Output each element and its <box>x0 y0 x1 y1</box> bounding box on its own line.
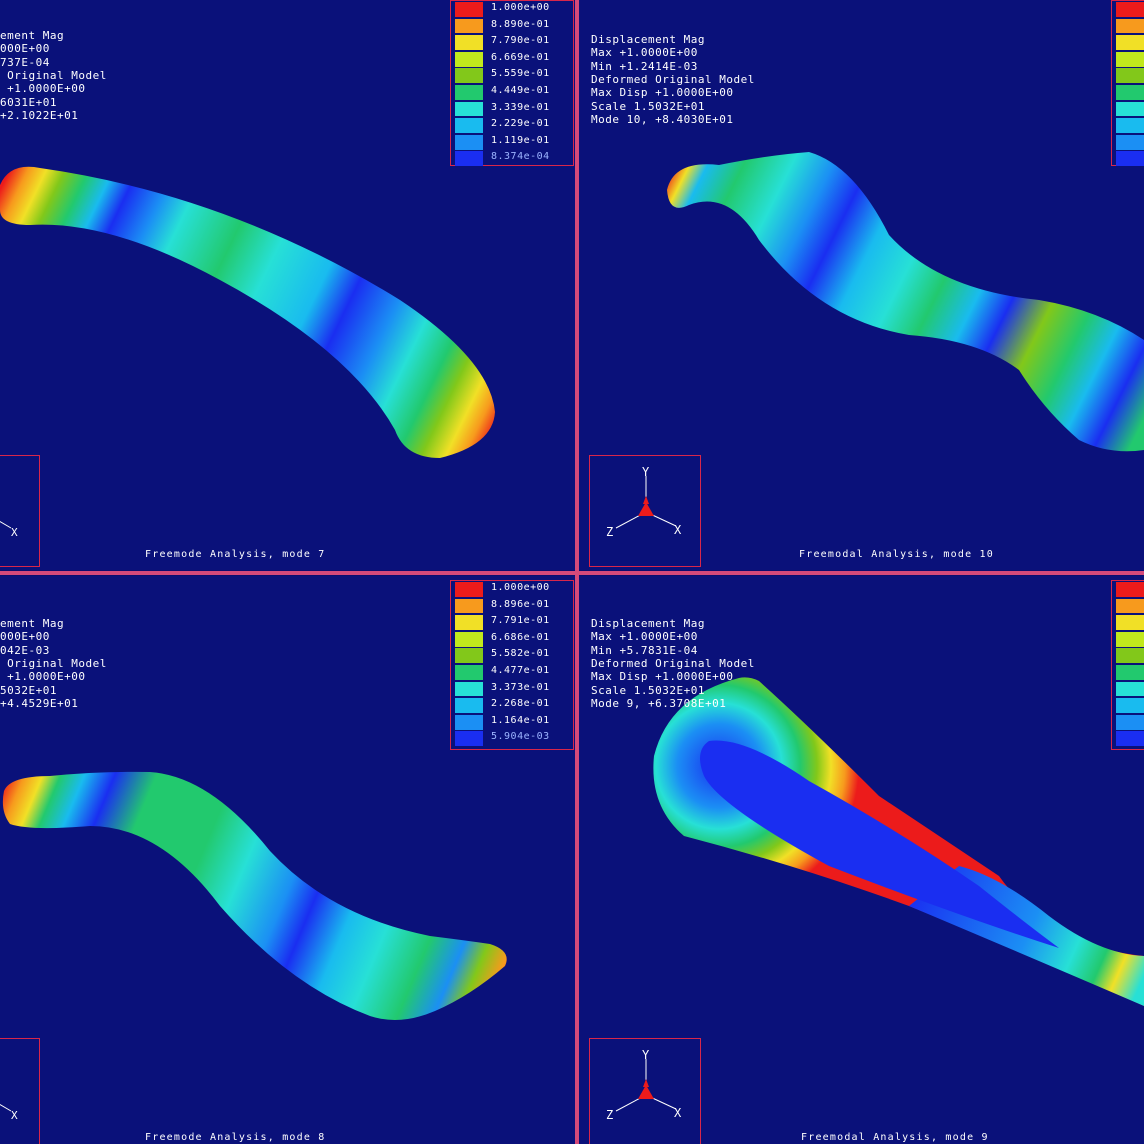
legend-row: 5.559e-01 <box>451 67 573 84</box>
svg-text:X: X <box>11 1109 18 1122</box>
info-text: Displacement Mag Max +1.0000E+00 Min +1.24… <box>591 32 755 127</box>
info-text: ement Mag 000E+00 042E-03 Original Model +… <box>0 616 107 711</box>
axis-triad: Y Z X <box>589 455 701 567</box>
svg-text:Z: Z <box>606 1108 613 1122</box>
axis-triad: X <box>0 455 40 567</box>
viewport-mode-7[interactable]: ement Mag 000E+00 737E-04 Original Model +… <box>0 0 575 570</box>
legend-row: 1.000e+00 <box>451 581 573 598</box>
legend-row: 5.582e-01 <box>451 647 573 664</box>
deformed-blade-mode-7 <box>0 166 495 459</box>
info-text: Displacement Mag Max +1.0000E+00 Min +5.78… <box>591 616 755 711</box>
analysis-caption: Freemodal Analysis, mode 9 <box>801 1132 989 1143</box>
analysis-caption: Freemode Analysis, mode 7 <box>145 549 326 560</box>
deformed-blade-mode-9 <box>653 677 1144 1006</box>
color-legend <box>1111 0 1144 167</box>
analysis-caption: Freemode Analysis, mode 8 <box>145 1132 326 1143</box>
analysis-caption: Freemodal Analysis, mode 10 <box>799 549 994 560</box>
deformed-blade-mode-8 <box>2 771 507 1020</box>
legend-row: 6.669e-01 <box>451 51 573 68</box>
axis-triad-icon: X <box>0 521 18 539</box>
axis-triad-icon: X <box>0 1104 18 1122</box>
viewport-mode-8[interactable]: ement Mag 000E+00 042E-03 Original Model +… <box>0 576 575 1144</box>
legend-row: 1.119e-01 <box>451 134 573 151</box>
svg-text:Z: Z <box>606 525 613 539</box>
legend-row: 1.000e+00 <box>451 1 573 18</box>
legend-row: 7.791e-01 <box>451 614 573 631</box>
svg-text:Y: Y <box>642 465 650 479</box>
legend-row: 3.339e-01 <box>451 101 573 118</box>
color-legend: 1.000e+00 8.890e-01 7.790e-01 6.669e-01 … <box>450 0 574 167</box>
svg-text:Y: Y <box>642 1048 650 1062</box>
legend-row: 2.229e-01 <box>451 117 573 134</box>
svg-text:X: X <box>674 1106 682 1120</box>
color-legend <box>1111 580 1144 750</box>
axis-triad: X <box>0 1038 40 1144</box>
axis-triad-icon: Y Z X <box>606 1048 682 1122</box>
legend-row: 8.896e-01 <box>451 598 573 615</box>
legend-row: 7.790e-01 <box>451 34 573 51</box>
info-text: ement Mag 000E+00 737E-04 Original Model +… <box>0 28 107 123</box>
legend-row: 4.477e-01 <box>451 664 573 681</box>
viewport-mode-9[interactable]: Displacement Mag Max +1.0000E+00 Min +5.78… <box>579 576 1144 1144</box>
legend-row: 2.268e-01 <box>451 697 573 714</box>
viewport-mode-10[interactable]: Displacement Mag Max +1.0000E+00 Min +1.24… <box>579 0 1144 570</box>
legend-row: 3.373e-01 <box>451 681 573 698</box>
axis-triad-icon: Y Z X <box>606 465 682 539</box>
legend-row: 8.890e-01 <box>451 18 573 35</box>
axis-triad: Y Z X <box>589 1038 701 1144</box>
legend-row: 5.904e-03 <box>451 730 573 747</box>
legend-row: 4.449e-01 <box>451 84 573 101</box>
deformed-blade-mode-10 <box>667 152 1144 452</box>
legend-row: 6.686e-01 <box>451 631 573 648</box>
legend-row: 8.374e-04 <box>451 150 573 167</box>
svg-text:X: X <box>674 523 682 537</box>
color-legend: 1.000e+00 8.896e-01 7.791e-01 6.686e-01 … <box>450 580 574 750</box>
legend-row: 1.164e-01 <box>451 714 573 731</box>
svg-text:X: X <box>11 526 18 539</box>
horizontal-divider <box>0 571 1144 575</box>
